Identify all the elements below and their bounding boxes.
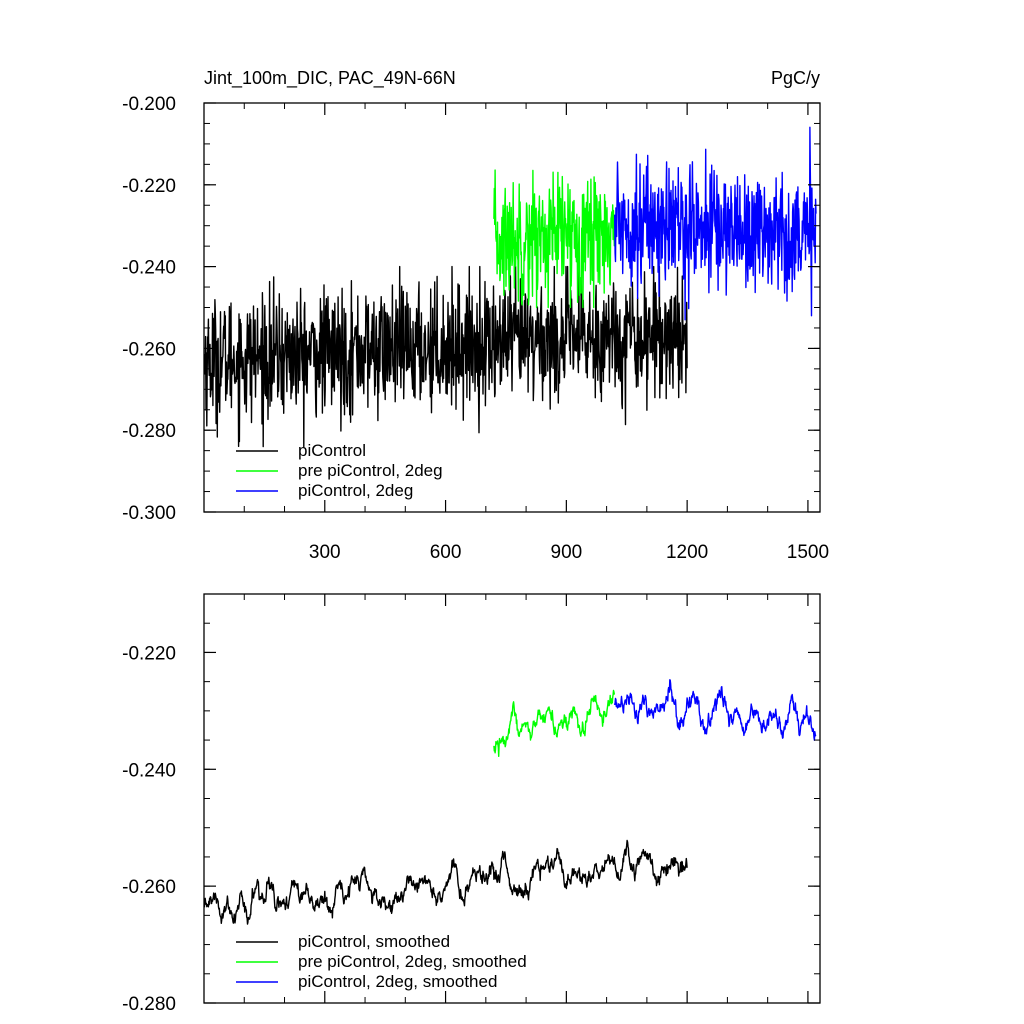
y-tick-label: -0.220 [122, 176, 176, 197]
y-tick-label: -0.200 [122, 94, 176, 115]
x-tick-label: 300 [309, 542, 341, 563]
series-line-3 [614, 126, 817, 321]
x-tick-label: 600 [430, 542, 462, 563]
bottom-panel-ticks: -0.280 -0.260 -0.240 -0.220 [122, 593, 820, 1015]
series-line-1 [203, 839, 688, 925]
legend-label-2: pre piControl, 2deg, smoothed [298, 952, 527, 971]
chart-units: PgC/y [771, 68, 820, 88]
series-line-3 [614, 679, 817, 741]
y-tick-label: -0.300 [122, 503, 176, 524]
legend-label-3: piControl, 2deg [298, 481, 413, 500]
y-tick-label: -0.280 [122, 421, 176, 442]
bottom-panel: -0.280 -0.260 -0.240 -0.220 piControl, smoo… [122, 593, 821, 1015]
y-tick-label: -0.220 [122, 643, 176, 664]
x-tick-label: 1200 [666, 542, 708, 563]
y-tick-label: -0.240 [122, 760, 176, 781]
top-panel-series [203, 126, 817, 448]
y-tick-label: -0.260 [122, 339, 176, 360]
legend-label-1: piControl [298, 441, 366, 460]
legend-label-3: piControl, 2deg, smoothed [298, 972, 497, 991]
y-tick-label: -0.280 [122, 994, 176, 1015]
series-line-1 [203, 265, 688, 448]
top-panel: -0.300 -0.280 -0.260 -0.240 -0.220 -0.200 300 6… [122, 94, 829, 563]
series-line-2 [493, 689, 616, 757]
legend-label-2: pre piControl, 2deg [298, 461, 443, 480]
legend-label-1: piControl, smoothed [298, 932, 450, 951]
y-tick-label: -0.260 [122, 877, 176, 898]
x-tick-label: 900 [551, 542, 583, 563]
series-line-2 [493, 169, 616, 309]
top-panel-ticks: -0.300 -0.280 -0.260 -0.240 -0.220 -0.200 300 6… [122, 94, 829, 563]
bottom-panel-frame [203, 593, 821, 1004]
x-tick-label: 1500 [787, 542, 829, 563]
chart-title: Jint_100m_DIC, PAC_49N-66N [204, 68, 456, 89]
bottom-panel-series [203, 679, 817, 925]
y-tick-label: -0.240 [122, 258, 176, 279]
